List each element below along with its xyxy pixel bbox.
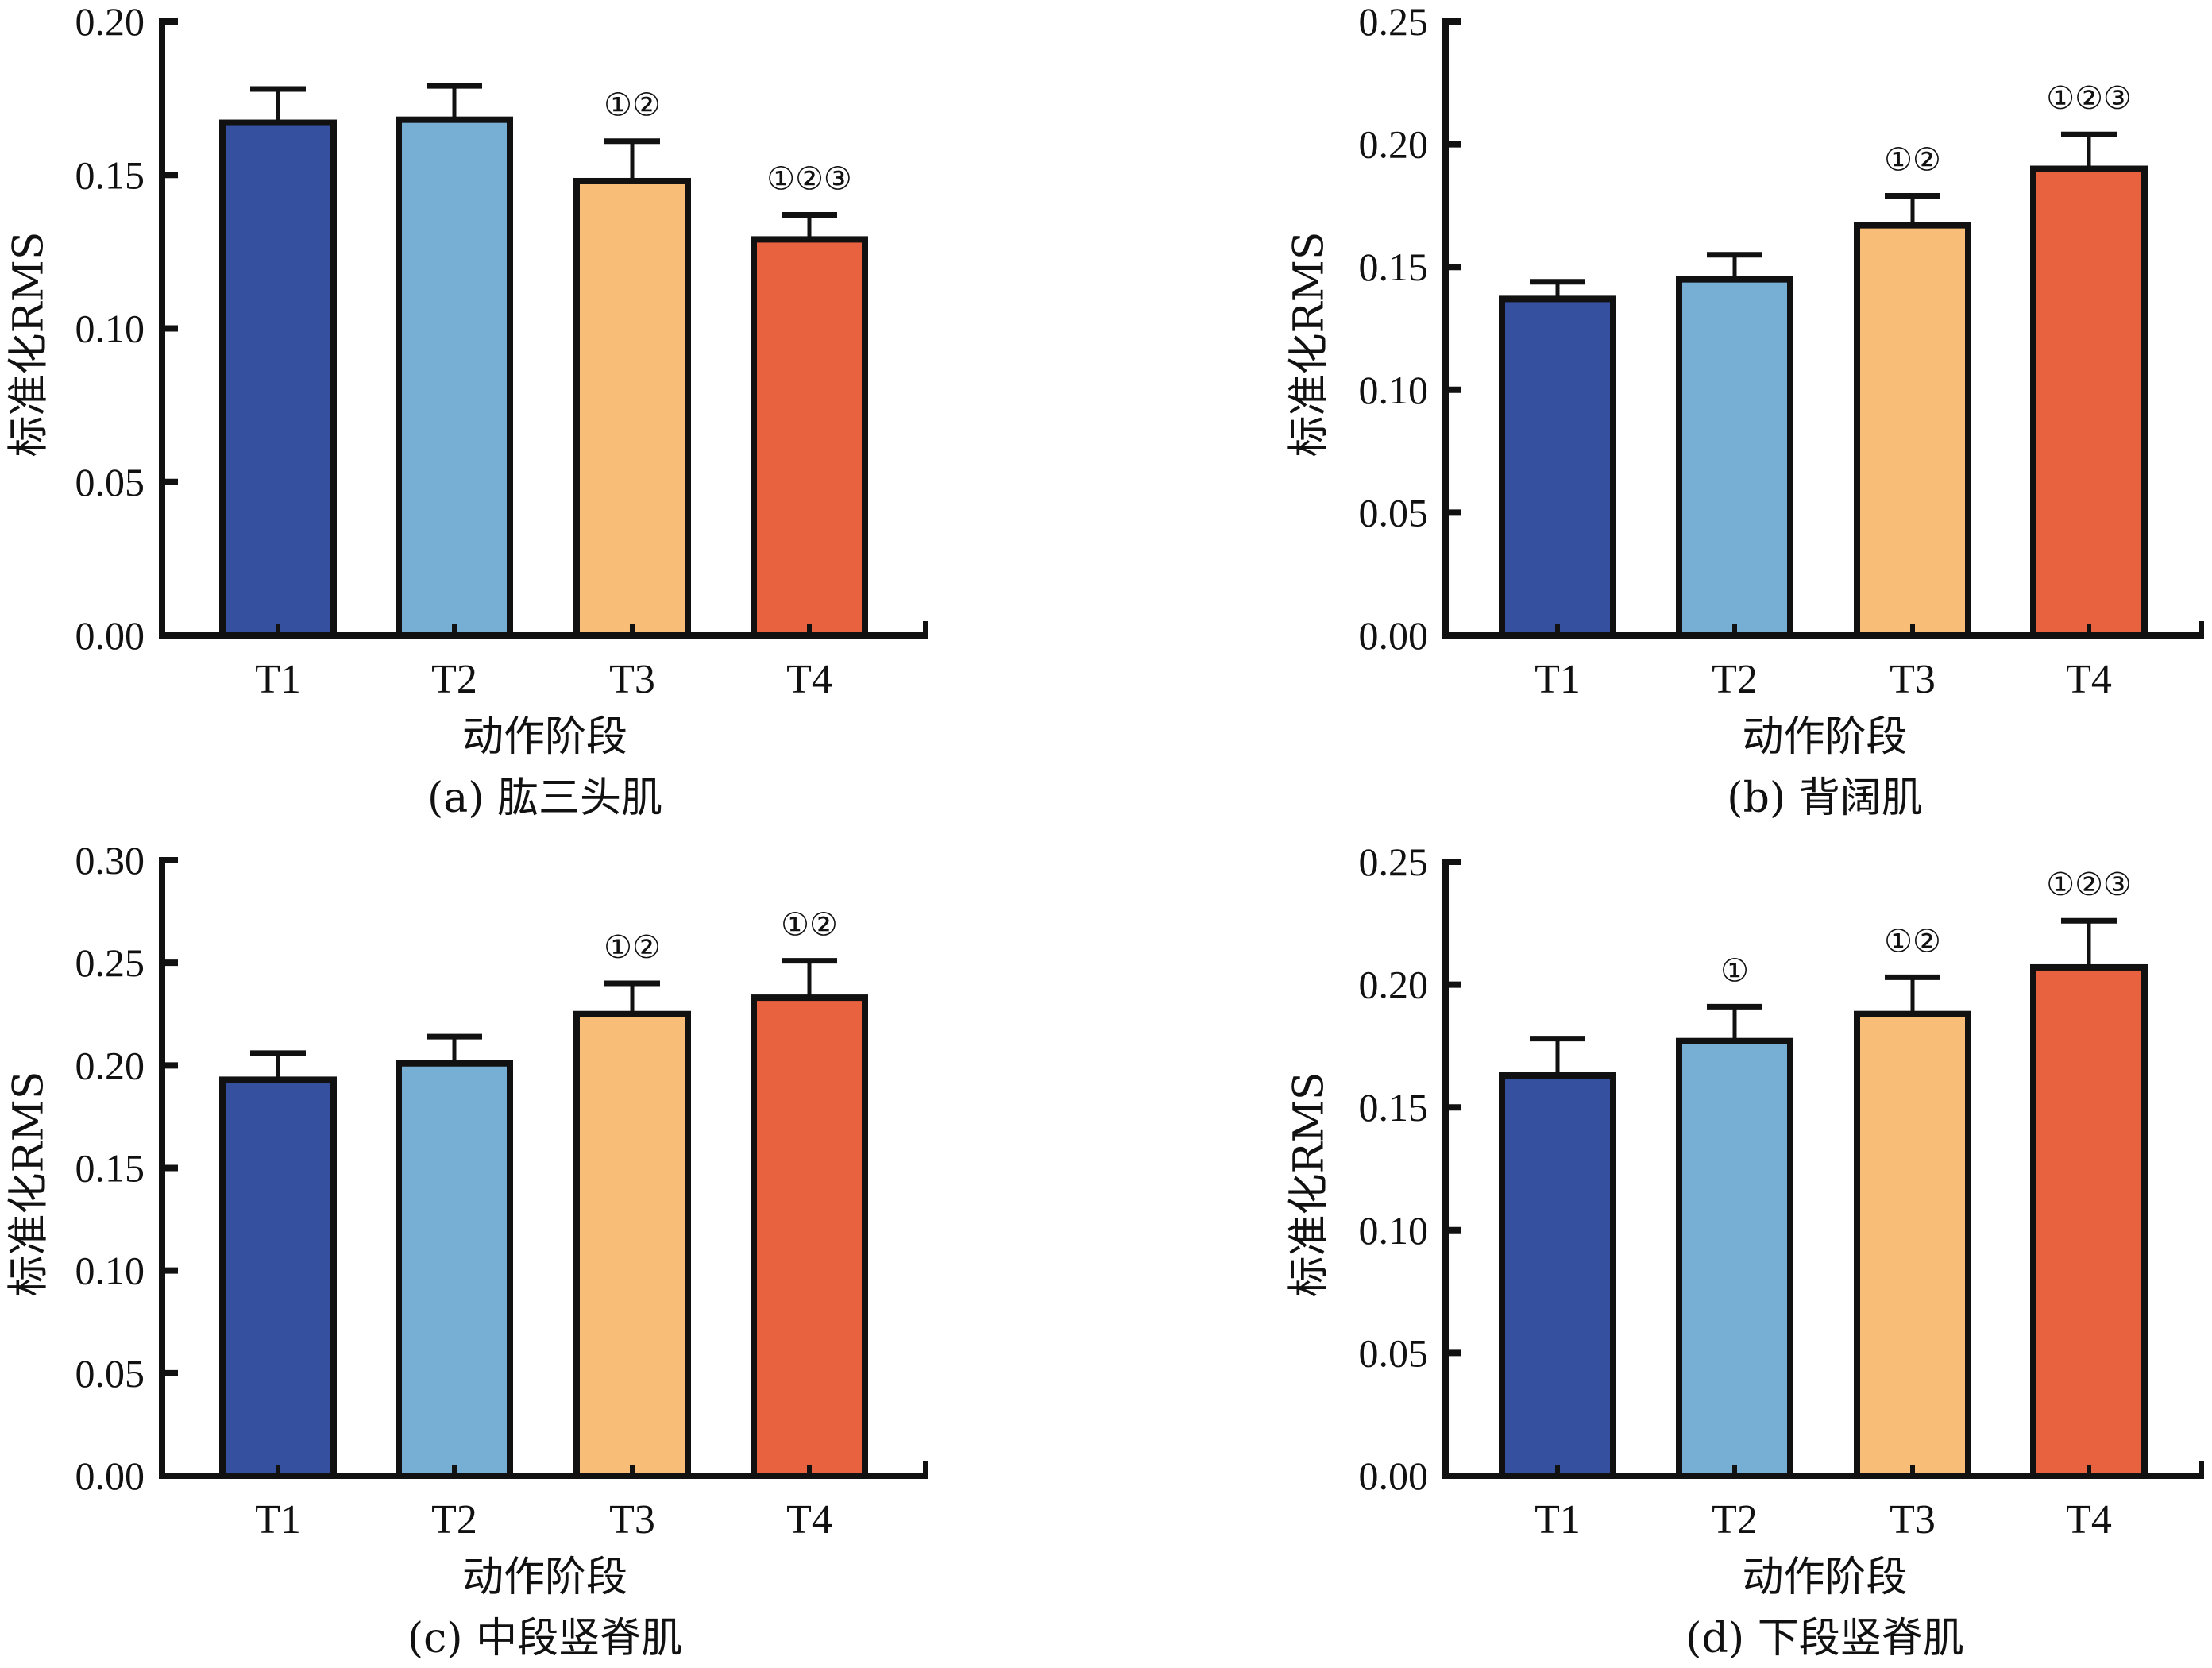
y-axis-title: 标准化RMS [1286,1071,1334,1297]
x-tick-label: T2 [431,657,477,702]
y-tick-label: 0.05 [75,1351,145,1396]
x-tick-label: T3 [609,657,655,702]
y-tick-label: 0.20 [1359,963,1429,1007]
panel-caption: (d) 下段竖脊肌 [1685,1615,1963,1662]
significance-label: ①②③ [766,160,852,197]
y-tick-label: 0.25 [75,940,145,985]
bar-t3 [573,1010,691,1479]
x-tick-label: T4 [786,1497,832,1543]
bar-t3 [573,177,691,639]
x-tick-label: T1 [1535,1497,1581,1543]
bar-t4 [2030,963,2148,1480]
chart-panel-a: T1 T2 ①② T3 ①②③ T4 0.00 0.05 0.10 0.15 0.20 标准化RMS 动… [6,0,928,822]
y-tick-label: 0.00 [75,1454,145,1498]
bar-t2 [396,116,513,639]
x-tick-label: T4 [786,657,832,702]
bar-t2 [396,1060,513,1479]
x-axis-title: 动作阶段 [1742,713,1907,761]
significance-label: ①②③ [2046,867,2132,903]
bar-t1 [219,1076,337,1479]
significance-label: ①②③ [2046,80,2132,117]
chart-panel-b: T1 T2 ①② T3 ①②③ T4 0.00 0.05 0.10 0.15 0.20 0.25 标准化… [1286,0,2204,822]
x-tick-label: T2 [1712,1497,1758,1543]
y-tick-label: 0.15 [75,153,145,197]
bar-t1 [1499,1072,1616,1480]
bar-t4 [2030,165,2148,639]
y-axis-title: 标准化RMS [6,231,53,457]
bar-t1 [1499,295,1616,639]
y-tick-label: 0.00 [75,613,145,658]
x-tick-label: T3 [609,1497,655,1543]
y-tick-label: 0.20 [75,0,145,44]
y-tick-label: 0.20 [1359,122,1429,167]
y-tick-label: 0.10 [1359,1208,1429,1253]
x-tick-label: T2 [1712,657,1758,702]
panel-caption: (c) 中段竖脊肌 [407,1615,682,1662]
y-axis-title: 标准化RMS [1286,231,1334,457]
bar-t3 [1854,1010,1971,1479]
significance-label: ①② [781,907,838,944]
y-tick-label: 0.15 [75,1146,145,1191]
y-axis-title: 标准化RMS [6,1071,53,1296]
panel-caption: (b) 背阔肌 [1727,774,1922,822]
significance-label: ①② [1884,142,1941,179]
y-tick-label: 0.20 [75,1043,145,1087]
x-tick-label: T1 [255,1497,301,1543]
significance-label: ①② [1884,923,1941,959]
chart-panel-d: T1 ① T2 ①② T3 ①②③ T4 0.00 0.05 0.10 0.15 0.20 0.25 标准… [1286,840,2204,1662]
y-tick-label: 0.00 [1359,1454,1429,1498]
y-tick-label: 0.05 [1359,1330,1429,1375]
y-tick-label: 0.00 [1359,613,1429,658]
y-tick-label: 0.10 [75,307,145,351]
panel-caption: (a) 肱三头肌 [427,774,662,822]
x-tick-label: T1 [255,657,301,702]
x-tick-label: T1 [1535,657,1581,702]
y-tick-label: 0.15 [1359,1085,1429,1129]
significance-label: ①② [604,87,661,124]
x-tick-label: T3 [1890,657,1936,702]
y-tick-label: 0.25 [1359,840,1429,884]
y-tick-label: 0.10 [75,1249,145,1293]
x-tick-label: T3 [1890,1497,1936,1543]
y-tick-label: 0.05 [75,460,145,504]
significance-label: ① [1720,952,1749,989]
bar-t3 [1854,222,1971,639]
bar-t4 [751,236,868,639]
bar-t2 [1676,1037,1793,1479]
y-tick-label: 0.30 [75,838,145,882]
chart-panel-c: T1 T2 ①② T3 ①② T4 0.00 0.05 0.10 0.15 0.20 0.25 0.30… [6,838,928,1662]
x-axis-title: 动作阶段 [1742,1554,1907,1601]
y-tick-label: 0.05 [1359,490,1429,535]
x-tick-label: T4 [2066,1497,2112,1543]
significance-label: ①② [604,929,661,966]
x-axis-title: 动作阶段 [462,1554,627,1601]
bar-t2 [1676,276,1793,639]
y-tick-label: 0.25 [1359,0,1429,44]
x-tick-label: T4 [2066,657,2112,702]
bar-t1 [219,119,337,639]
y-tick-label: 0.15 [1359,245,1429,289]
x-tick-label: T2 [431,1497,477,1543]
x-axis-title: 动作阶段 [462,713,627,761]
bar-t4 [751,994,868,1480]
y-tick-label: 0.10 [1359,368,1429,412]
